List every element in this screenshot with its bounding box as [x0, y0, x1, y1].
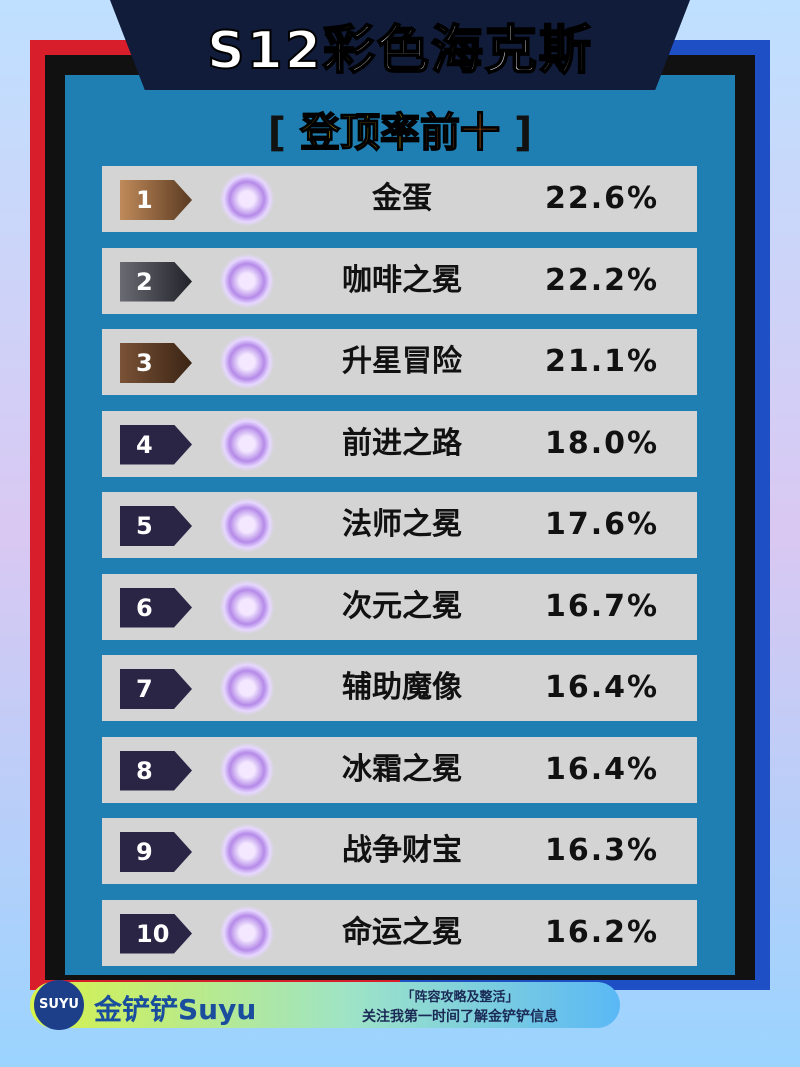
- augment-icon: [220, 579, 274, 634]
- augment-name: 前进之路: [342, 425, 462, 461]
- augment-name: 咖啡之冕: [342, 262, 462, 298]
- augment-name: 法师之冕: [342, 507, 462, 542]
- footer-bar: [30, 982, 620, 1028]
- banner: [110, 0, 690, 90]
- rank-badge: 3: [120, 343, 192, 383]
- subtitle-part: 前十: [419, 109, 501, 157]
- win-rate: 16.4%: [544, 670, 660, 705]
- row: 6 次元之冕 16.7%: [102, 573, 697, 640]
- augment-name: 冰霜之冕: [342, 751, 462, 787]
- rank-badge: 8: [120, 750, 192, 791]
- subtitle: [ 登顶率前十 ]: [0, 100, 800, 158]
- augment-name: 次元之冕: [342, 588, 462, 624]
- augment-icon: [220, 253, 274, 308]
- win-rate: 16.7%: [544, 588, 660, 624]
- win-rate: 16.4%: [544, 751, 660, 787]
- rank-badge: 1: [120, 180, 192, 220]
- augment-icon: [220, 905, 274, 960]
- rank-badge: 4: [120, 424, 192, 465]
- rank-badge: 2: [120, 261, 192, 302]
- augment-name: 金蛋: [372, 181, 432, 216]
- augment-icon: [220, 335, 274, 389]
- win-rate: 18.0%: [544, 425, 660, 461]
- augment-icon: [220, 824, 274, 878]
- row: 5 法师之冕 17.6%: [102, 492, 697, 558]
- win-rate: 16.2%: [544, 914, 660, 950]
- augment-icon: [220, 661, 274, 715]
- title: S12彩色海克斯: [206, 20, 593, 82]
- augment-name: 升星冒险: [342, 344, 462, 379]
- augment-name: 辅助魔像: [342, 670, 462, 705]
- row: 4 前进之路 18.0%: [102, 410, 697, 477]
- row: 1 金蛋 22.6%: [102, 166, 697, 232]
- win-rate: 16.3%: [544, 833, 660, 868]
- win-rate: 21.1%: [544, 344, 660, 379]
- win-rate: 17.6%: [544, 507, 660, 542]
- row: 9 战争财宝 16.3%: [102, 818, 697, 884]
- row: 3 升星冒险 21.1%: [102, 329, 697, 395]
- win-rate: 22.6%: [544, 181, 660, 216]
- bracket: ]: [513, 110, 533, 156]
- rank-badge: 10: [120, 913, 192, 954]
- augment-name: 战争财宝: [342, 833, 462, 868]
- rank-badge: 6: [120, 587, 192, 628]
- row: 10 命运之冕 16.2%: [102, 899, 697, 966]
- augment-icon: [220, 172, 274, 226]
- row: 7 辅助魔像 16.4%: [102, 655, 697, 721]
- bracket: [: [267, 110, 287, 156]
- subtitle-part: 登顶率: [299, 109, 421, 157]
- rank-badge: 9: [120, 832, 192, 872]
- tagline: 「阵容攻略及整活」: [401, 990, 519, 1005]
- rank-badge: 5: [120, 506, 192, 546]
- rank-badge: 7: [120, 669, 192, 709]
- row: 8 冰霜之冕 16.4%: [102, 736, 697, 803]
- logo: SUYU: [34, 980, 84, 1030]
- augment-name: 命运之冕: [342, 914, 462, 950]
- augment-icon: [220, 416, 274, 471]
- brand: 金铲铲Suyu: [94, 993, 257, 1026]
- row: 2 咖啡之冕 22.2%: [102, 247, 697, 314]
- augment-icon: [220, 742, 274, 797]
- augment-icon: [220, 498, 274, 552]
- win-rate: 22.2%: [544, 262, 660, 298]
- note: 关注我第一时间了解金铲铲信息: [362, 1009, 558, 1025]
